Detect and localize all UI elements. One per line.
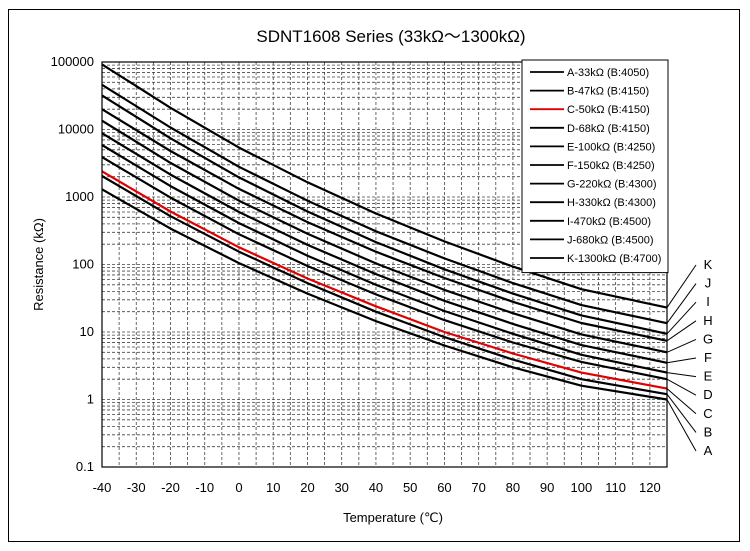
x-tick-label: 70 xyxy=(471,480,485,495)
end-label-leader xyxy=(666,393,697,433)
series-line-d xyxy=(101,156,668,381)
chart-frame: SDNT1608 Series (33kΩ～1300kΩ) Resistance… xyxy=(8,9,740,542)
end-label-leader xyxy=(666,320,697,342)
legend-entry: J-680kΩ (B:4500) xyxy=(567,234,654,246)
x-axis-label: Temperature (℃) xyxy=(343,510,443,525)
legend-entry: H-330kΩ (B:4300) xyxy=(567,197,656,209)
y-tick-label: 1 xyxy=(87,392,94,407)
series-line-c xyxy=(101,170,668,390)
end-label-g: G xyxy=(703,331,713,346)
end-label-d: D xyxy=(703,387,712,402)
end-label-leader xyxy=(666,399,697,452)
chart-title: SDNT1608 Series (33kΩ～1300kΩ) xyxy=(256,27,525,46)
series-line-a xyxy=(101,188,668,401)
x-tick-label: 100 xyxy=(571,480,593,495)
chart-canvas: SDNT1608 Series (33kΩ～1300kΩ) Resistance… xyxy=(31,27,713,525)
end-label-h: H xyxy=(703,313,712,328)
x-tick-label: 90 xyxy=(540,480,554,495)
legend-entry: E-100kΩ (B:4250) xyxy=(567,141,655,153)
legend-entry: F-150kΩ (B:4250) xyxy=(567,160,655,172)
x-tick-label: -40 xyxy=(93,480,112,495)
x-tick-label: -10 xyxy=(195,480,214,495)
end-label-i: I xyxy=(706,294,710,309)
end-label-leader xyxy=(666,301,697,335)
series-line-f xyxy=(101,132,668,364)
x-tick-label: 30 xyxy=(334,480,348,495)
series-line-k xyxy=(101,63,668,309)
end-label-c: C xyxy=(703,406,712,421)
end-label-e: E xyxy=(704,369,713,384)
end-label-leader xyxy=(666,372,697,378)
end-label-a: A xyxy=(704,443,713,458)
legend-entry: C-50kΩ (B:4150) xyxy=(567,104,650,116)
x-tick-label: 110 xyxy=(605,480,626,495)
y-tick-labels: 0.1 1 10 100 1000 10000 100000 xyxy=(51,54,94,474)
legend-entry: I-470kΩ (B:4500) xyxy=(567,216,651,228)
x-tick-label: 80 xyxy=(506,480,520,495)
y-tick-label: 100 xyxy=(72,257,94,272)
series-line-e xyxy=(101,144,668,374)
legend: A-33kΩ (B:4050) B-47kΩ (B:4150) C-50kΩ (B:… xyxy=(521,59,669,274)
x-tick-label: 10 xyxy=(266,480,280,495)
y-tick-label: 10000 xyxy=(58,122,94,137)
legend-entry: B-47kΩ (B:4150) xyxy=(567,86,649,98)
legend-entry: K-1300kΩ (B:4700) xyxy=(567,253,661,265)
end-label-leader xyxy=(666,378,697,396)
y-axis-label: Resistance (kΩ) xyxy=(31,218,46,311)
legend-entry: G-220kΩ (B:4300) xyxy=(567,179,657,191)
end-label-k: K xyxy=(704,257,713,272)
end-label-b: B xyxy=(704,424,713,439)
series-line-i xyxy=(101,94,668,335)
x-tick-label: -30 xyxy=(127,480,146,495)
series-layer xyxy=(101,63,668,401)
y-tick-label: 10 xyxy=(80,324,94,339)
end-label-leader xyxy=(666,357,697,364)
end-label-leader xyxy=(666,338,697,353)
legend-box xyxy=(521,59,669,274)
series-line-h xyxy=(101,108,668,342)
end-label-leader xyxy=(666,264,697,308)
x-tick-label: -20 xyxy=(161,480,180,495)
legend-entry: D-68kΩ (B:4150) xyxy=(567,123,650,135)
y-tick-label: 1000 xyxy=(65,189,94,204)
x-tick-label: 0 xyxy=(235,480,242,495)
y-tick-label: 0.1 xyxy=(76,459,94,474)
end-label-leader xyxy=(666,388,697,415)
x-tick-label: 120 xyxy=(639,480,661,495)
end-label-f: F xyxy=(704,350,712,365)
series-line-j xyxy=(101,83,668,325)
x-tick-labels: -40 -30 -20 -10 0 10 20 30 40 50 60 70 80 90 100 110 120 xyxy=(93,480,661,495)
x-tick-label: 60 xyxy=(437,480,451,495)
series-line-b xyxy=(101,175,668,396)
x-tick-label: 40 xyxy=(369,480,383,495)
end-label-leader xyxy=(666,283,697,324)
x-tick-label: 20 xyxy=(300,480,314,495)
end-label-j: J xyxy=(705,276,712,291)
legend-entry: A-33kΩ (B:4050) xyxy=(567,67,649,79)
series-line-g xyxy=(101,119,668,354)
y-tick-label: 100000 xyxy=(51,54,94,69)
x-tick-label: 50 xyxy=(403,480,417,495)
